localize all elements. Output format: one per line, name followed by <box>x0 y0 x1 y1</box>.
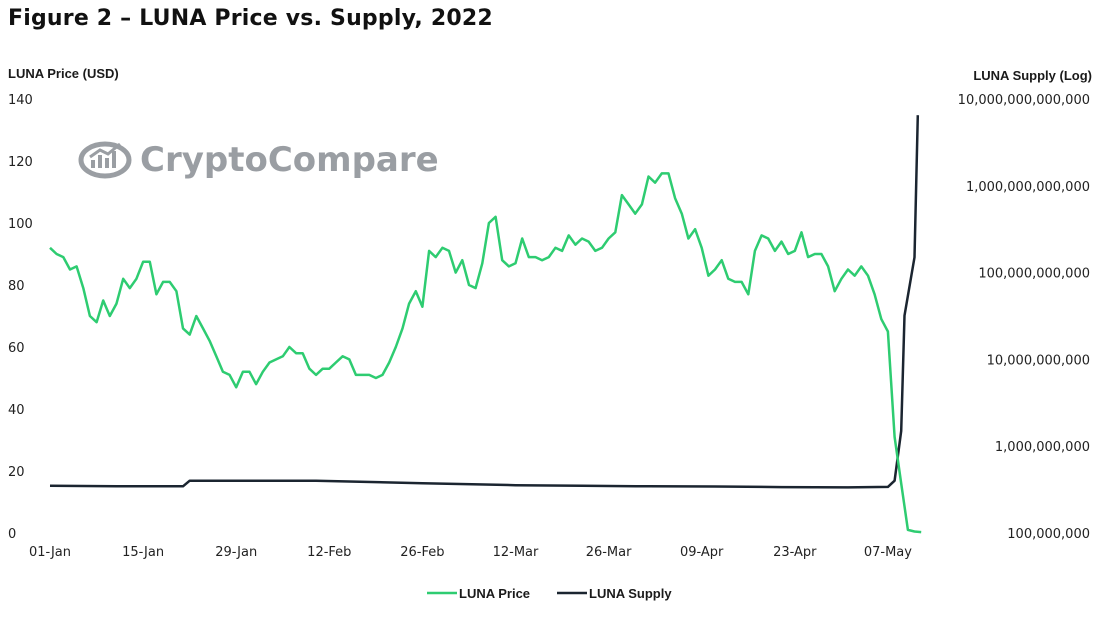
y2-axis-ticks: 100,000,000 1,000,000,000 10,000,000,000… <box>958 93 1090 542</box>
x-tick-label: 29-Jan <box>215 545 257 560</box>
x-tick-label: 23-Apr <box>773 545 817 560</box>
y-axis-ticks: 0 20 40 60 80 100 120 140 <box>8 93 33 542</box>
x-tick-label: 15-Jan <box>122 545 164 560</box>
luna-price-series-line <box>49 172 922 534</box>
luna-supply-series-line <box>49 115 920 489</box>
x-tick-label: 26-Feb <box>400 545 444 560</box>
y-tick-label: 140 <box>8 93 33 108</box>
y-axis-title: LUNA Price (USD) <box>8 66 119 81</box>
x-tick-label: 12-Mar <box>493 545 539 560</box>
legend-label-luna-price: LUNA Price <box>459 586 530 601</box>
y2-tick-label: 1,000,000,000 <box>995 440 1090 455</box>
y2-tick-label: 10,000,000,000,000 <box>958 93 1090 108</box>
y-tick-label: 80 <box>8 279 25 294</box>
y-tick-label: 0 <box>8 527 16 542</box>
x-tick-label: 07-May <box>864 545 912 560</box>
y-tick-label: 20 <box>8 465 25 480</box>
y-tick-label: 60 <box>8 341 25 356</box>
legend: LUNA Price LUNA Supply <box>427 586 672 601</box>
x-tick-label: 01-Jan <box>29 545 71 560</box>
y2-axis-title: LUNA Supply (Log) <box>973 68 1092 83</box>
cryptocompare-watermark: CryptoCompare <box>78 140 439 180</box>
y2-tick-label: 100,000,000,000 <box>978 267 1090 282</box>
y2-tick-label: 1,000,000,000,000 <box>966 180 1090 195</box>
x-tick-label: 09-Apr <box>680 545 724 560</box>
x-axis-ticks: 01-Jan 15-Jan 29-Jan 12-Feb 26-Feb 12-Ma… <box>29 545 912 560</box>
y2-tick-label: 100,000,000 <box>1007 527 1090 542</box>
y-tick-label: 40 <box>8 403 25 418</box>
y2-tick-label: 10,000,000,000 <box>987 353 1090 368</box>
x-tick-label: 12-Feb <box>307 545 351 560</box>
legend-label-luna-supply: LUNA Supply <box>589 586 672 601</box>
y-tick-label: 120 <box>8 155 33 170</box>
x-tick-label: 26-Mar <box>586 545 632 560</box>
chart-title: Figure 2 – LUNA Price vs. Supply, 2022 <box>8 6 493 31</box>
y-tick-label: 100 <box>8 217 33 232</box>
cryptocompare-logo-icon <box>78 141 132 179</box>
watermark-text: CryptoCompare <box>140 140 439 180</box>
